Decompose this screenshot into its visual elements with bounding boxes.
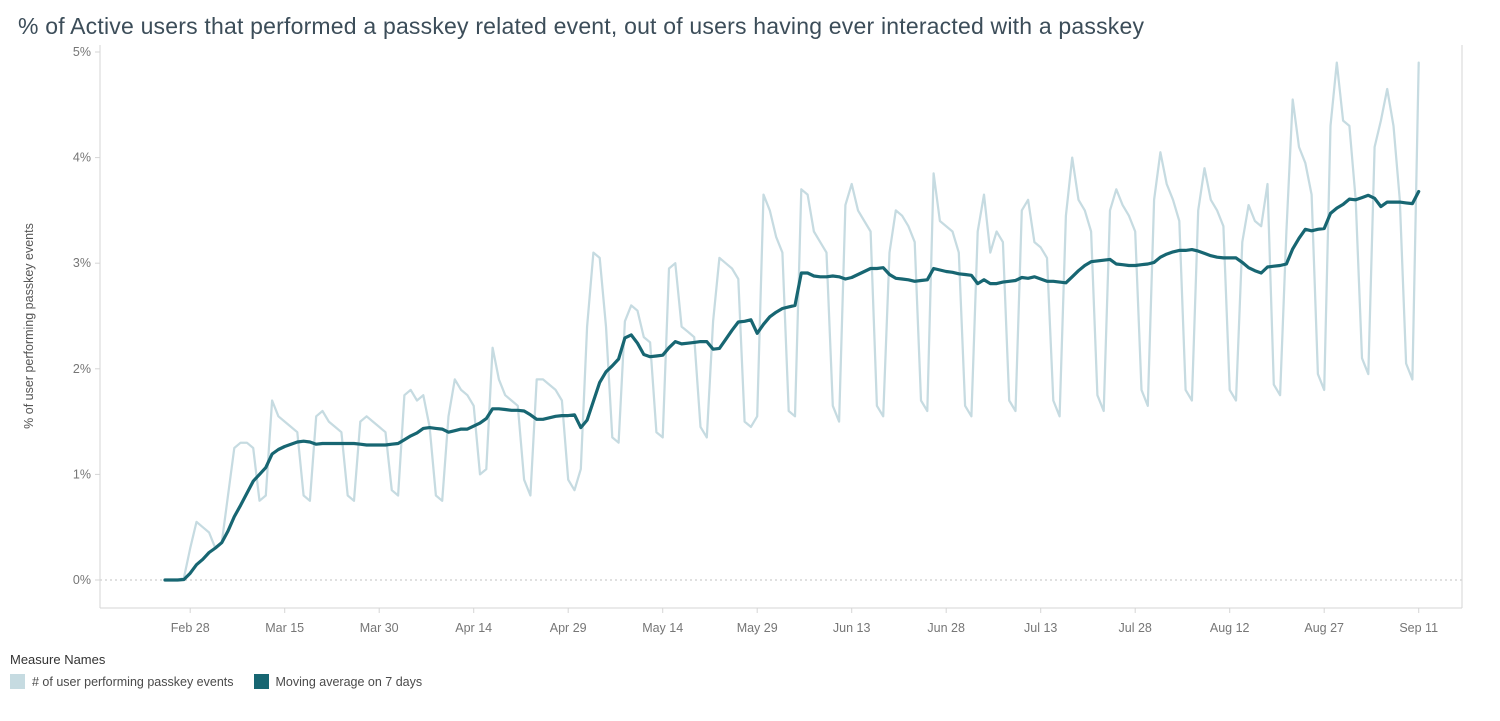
chart-title: % of Active users that performed a passk…	[18, 13, 1145, 39]
x-tick-label: Apr 29	[550, 621, 587, 635]
x-tick-label: Aug 12	[1210, 621, 1250, 635]
x-tick-label: Jun 13	[833, 621, 871, 635]
y-tick-label: 1%	[73, 467, 91, 481]
daily-series-label: # of user performing passkey events	[32, 674, 234, 689]
x-tick-label: Apr 14	[455, 621, 492, 635]
moving-average-swatch	[253, 674, 269, 689]
y-tick-label: 2%	[73, 362, 91, 376]
moving-average-label: Moving average on 7 days	[275, 674, 423, 689]
x-tick-label: Mar 15	[265, 621, 304, 635]
x-tick-label: Mar 30	[360, 621, 399, 635]
x-tick-label: May 14	[642, 621, 683, 635]
y-tick-label: 5%	[73, 45, 91, 59]
legend-items: # of user performing passkey events Movi…	[10, 674, 1500, 689]
x-tick-label: Jun 28	[927, 621, 965, 635]
legend: Measure Names # of user performing passk…	[0, 650, 1500, 689]
legend-item-moving-average[interactable]: Moving average on 7 days	[253, 674, 423, 689]
legend-item-daily-series[interactable]: # of user performing passkey events	[10, 674, 234, 689]
legend-title: Measure Names	[10, 652, 106, 667]
line-chart: 0% 1% 2% 3% 4% 5% Feb 28 Mar 15 Mar 30 Apr 14 Apr …	[22, 45, 1463, 635]
y-tick-label: 0%	[73, 573, 91, 587]
daily-series-line[interactable]	[163, 61, 1420, 582]
x-tick-label: Jul 28	[1119, 621, 1152, 635]
y-axis-title: % of user performing passkey events	[22, 223, 36, 429]
moving-average-line[interactable]	[163, 189, 1421, 582]
y-tick-label: 4%	[73, 151, 91, 165]
y-tick-label: 3%	[73, 256, 91, 270]
x-tick-label: May 29	[737, 621, 778, 635]
x-tick-label: Sep 11	[1399, 621, 1438, 635]
x-tick-label: Feb 28	[171, 621, 210, 635]
x-tick-label: Aug 27	[1304, 621, 1344, 635]
daily-series-swatch	[10, 674, 25, 689]
x-tick-label: Jul 13	[1024, 621, 1057, 635]
